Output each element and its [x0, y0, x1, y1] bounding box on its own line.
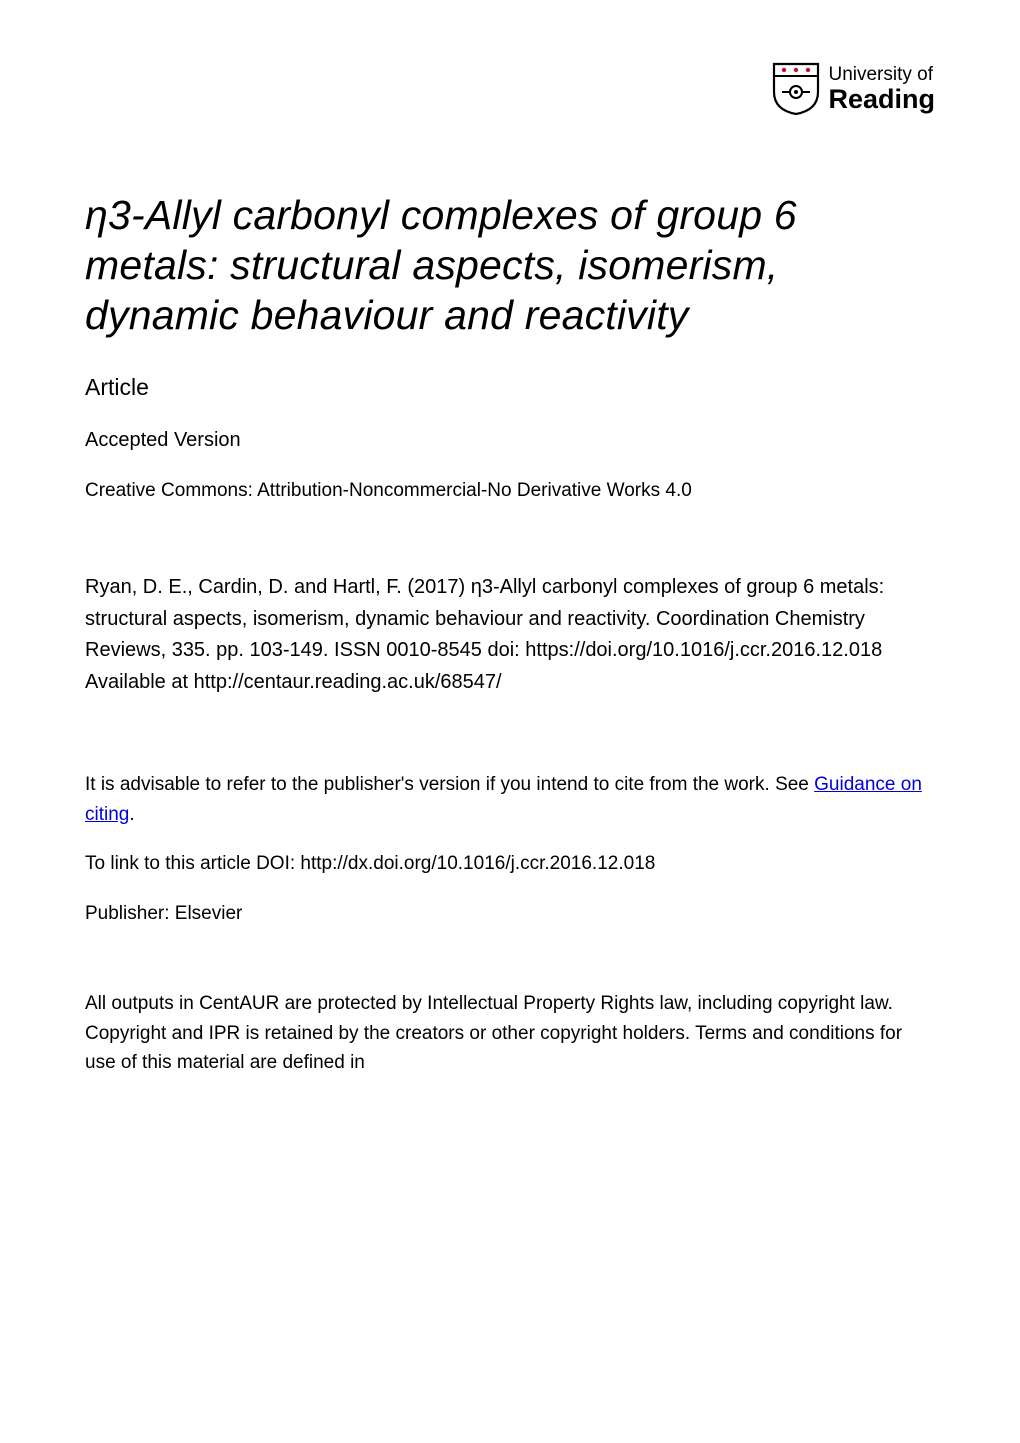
doi-line: To link to this article DOI: http://dx.d… — [85, 853, 935, 875]
page-title: ƞ3-Allyl carbonyl complexes of group 6 m… — [85, 190, 935, 340]
ipr-statement: All outputs in CentAUR are protected by … — [85, 989, 935, 1077]
citing-advice: It is advisable to refer to the publishe… — [85, 770, 935, 829]
advice-prefix: It is advisable to refer to the publishe… — [85, 774, 814, 795]
citation-text: Ryan, D. E., Cardin, D. and Hartl, F. (2… — [85, 572, 935, 698]
article-type: Article — [85, 374, 935, 401]
institution-logo: University of Reading — [772, 62, 935, 116]
logo-text: University of Reading — [828, 65, 935, 113]
logo-line2: Reading — [828, 85, 935, 113]
logo-line1: University of — [828, 65, 935, 85]
license-label: Creative Commons: Attribution-Noncommerc… — [85, 480, 935, 502]
version-label: Accepted Version — [85, 429, 935, 452]
advice-suffix: . — [129, 804, 134, 825]
publisher-line: Publisher: Elsevier — [85, 903, 935, 925]
shield-icon — [772, 62, 820, 116]
